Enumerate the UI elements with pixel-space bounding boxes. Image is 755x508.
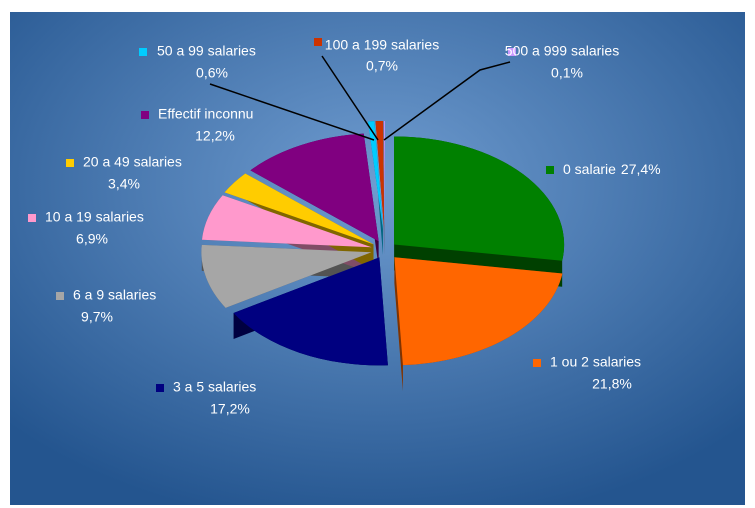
leader-line [383, 61, 511, 141]
slice-label: 0 salarie [563, 161, 616, 177]
slice-label: 10 a 19 salaries [45, 209, 144, 225]
slice [367, 121, 383, 230]
slice [375, 121, 385, 230]
legend-swatch [546, 166, 554, 174]
slice [394, 257, 563, 366]
slice-label: 1 ou 2 salaries [550, 354, 641, 370]
legend-swatch [28, 214, 36, 222]
slice [233, 257, 388, 366]
value-label: 0,7% [366, 58, 398, 74]
slice [394, 136, 565, 261]
slice-label: 100 a 199 salaries [325, 37, 439, 53]
value-label: 6,9% [76, 231, 108, 247]
value-label: 21,8% [592, 376, 632, 392]
value-label: 12,2% [195, 128, 235, 144]
slice-label: 500 a 999 salaries [505, 43, 619, 59]
slice [201, 244, 372, 308]
slice [383, 121, 385, 230]
value-label: 3,4% [108, 176, 140, 192]
leader-line [209, 83, 375, 141]
labels: 0 salarie 27,4% 1 ou 2 salaries 21,8% 3 a 5 … [28, 37, 661, 417]
slice-label: 50 a 99 salaries [157, 43, 256, 59]
slice-label: Effectif inconnu [158, 106, 253, 122]
slice-label: 6 a 9 salaries [73, 287, 156, 303]
slice-label: 20 a 49 salaries [83, 154, 182, 170]
legend-swatch [314, 38, 322, 46]
value-label: 17,2% [210, 401, 250, 417]
value-label: 27,4% [621, 161, 661, 177]
legend-swatch [141, 111, 149, 119]
legend-swatch [56, 292, 64, 300]
legend-swatch [533, 359, 541, 367]
pie [201, 121, 565, 392]
legend-swatch [139, 48, 147, 56]
value-label: 0,6% [196, 65, 228, 81]
slice [201, 195, 372, 248]
slice-label-group: 0 salarie 27,4% [563, 161, 661, 177]
slice-label: 3 a 5 salaries [173, 379, 256, 395]
legend-swatch [156, 384, 164, 392]
slice [250, 133, 379, 242]
leader-line [321, 55, 379, 141]
slice [224, 173, 374, 245]
legend-swatch [66, 159, 74, 167]
legend-swatch [508, 48, 516, 56]
value-label: 9,7% [81, 309, 113, 325]
value-label: 0,1% [551, 65, 583, 81]
